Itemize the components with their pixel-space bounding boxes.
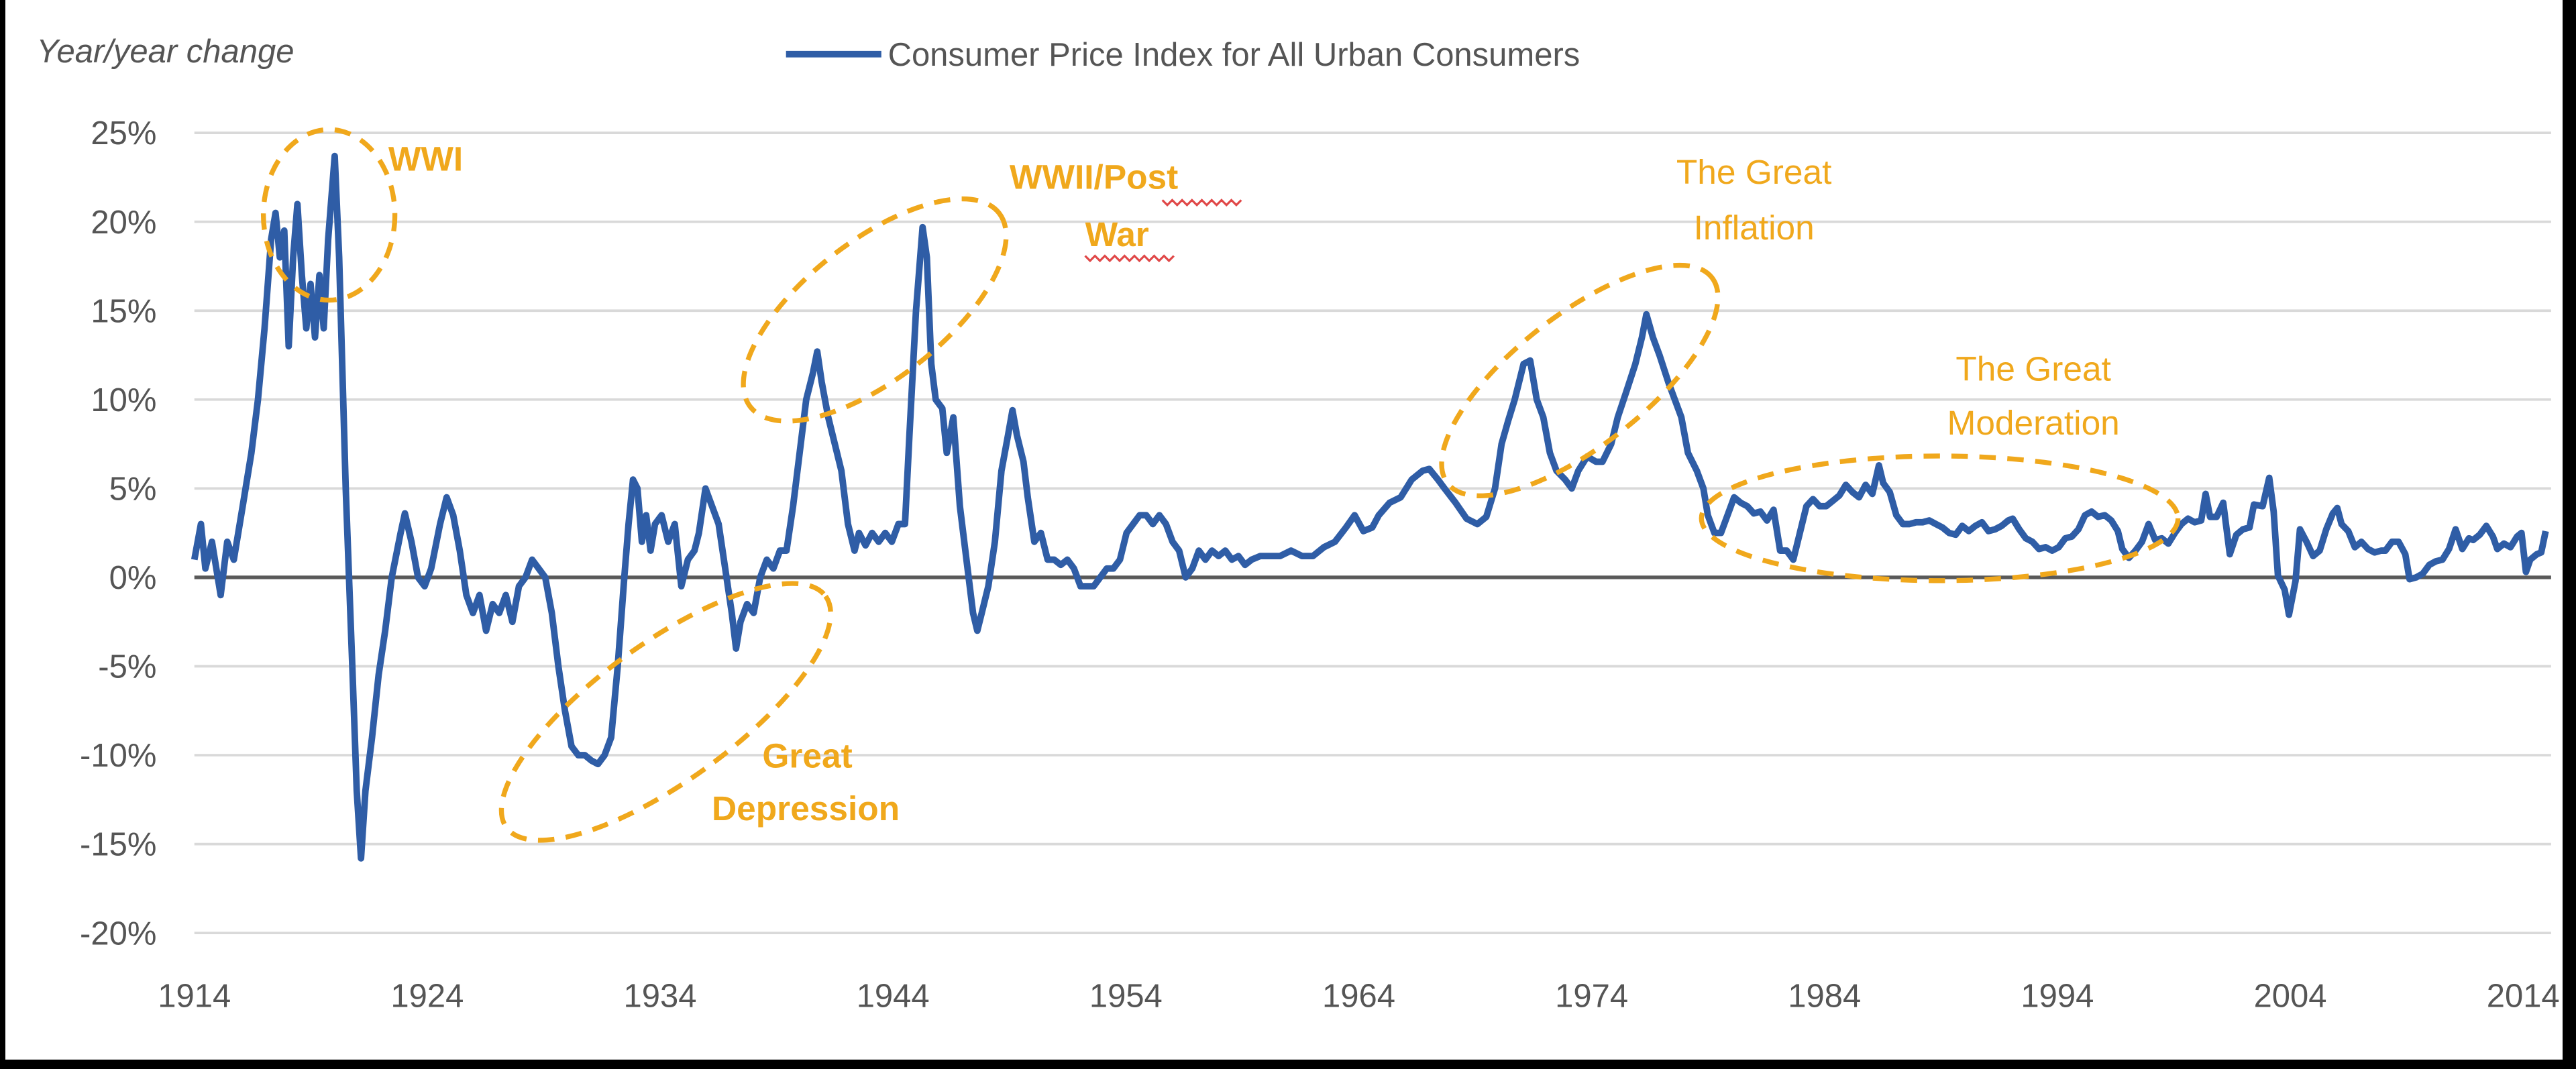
annotation-ellipse-wwi	[260, 127, 398, 303]
y-tick-label: -20%	[80, 915, 156, 952]
spellcheck-squiggle-war	[1084, 254, 1175, 263]
y-tick-label: 25%	[91, 115, 156, 152]
annotation-great-inflation-line1: The Great	[1676, 152, 1832, 191]
annotation-ellipse-great-depression	[498, 581, 833, 843]
legend: Consumer Price Index for All Urban Consu…	[786, 37, 1580, 73]
x-tick-label: 1964	[1322, 978, 1395, 1015]
annotation-great-depression-line1: Great	[762, 736, 852, 775]
y-tick-label: -10%	[80, 738, 156, 774]
x-tick-label: 1974	[1555, 978, 1628, 1015]
x-tick-label: 1924	[390, 978, 464, 1015]
y-tick-label: -15%	[80, 827, 156, 863]
y-tick-label: 15%	[91, 293, 156, 329]
legend-label: Consumer Price Index for All Urban Consu…	[888, 37, 1580, 73]
annotation-wwii-line1: WWII/Post	[1010, 157, 1178, 196]
cpi-line-chart: 25% 20% 15% 10% 5% 0% -5% -10% -15% -20% 1914 1924…	[37, 34, 2560, 1015]
x-tick-label: 1994	[2021, 978, 2094, 1015]
y-tick-label: 10%	[91, 382, 156, 418]
annotation-wwi: WWI	[388, 139, 463, 178]
series-line-cpi	[191, 152, 2549, 862]
gridlines	[194, 131, 2551, 935]
annotation-ellipse-great-moderation	[1699, 453, 2181, 583]
chart-container: 25% 20% 15% 10% 5% 0% -5% -10% -15% -20% 1914 1924…	[5, 0, 2563, 1060]
x-tick-label: 1934	[624, 978, 697, 1015]
y-tick-label: 20%	[91, 205, 156, 241]
annotation-great-moderation-line1: The Great	[1955, 349, 2111, 388]
x-tick-label: 1914	[158, 978, 231, 1015]
x-tick-label: 1984	[1788, 978, 1861, 1015]
y-tick-label: 5%	[109, 471, 157, 508]
annotation-ellipse-great-inflation	[1439, 262, 1721, 498]
annotation-ellipse-wwii	[741, 196, 1009, 424]
annotation-great-moderation-line2: Moderation	[1947, 403, 2119, 442]
x-tick-label: 2004	[2254, 978, 2327, 1015]
annotation-great-depression-line2: Depression	[712, 789, 900, 828]
annotations	[260, 127, 2181, 843]
x-tick-label: 1954	[1089, 978, 1163, 1015]
annotation-great-inflation-line2: Inflation	[1694, 208, 1815, 247]
annotation-wwii-line2: War	[1085, 215, 1149, 254]
x-tick-label: 2014	[2487, 978, 2560, 1015]
x-tick-labels: 1914 1924 1934 1944 1954 1964 1974 1984 1994 2004…	[158, 978, 2559, 1015]
x-tick-label: 1944	[857, 978, 930, 1015]
y-tick-label: -5%	[98, 649, 156, 685]
y-axis-label: Year/year change	[37, 34, 294, 70]
y-tick-labels: 25% 20% 15% 10% 5% 0% -5% -10% -15% -20%	[80, 115, 156, 952]
spellcheck-squiggle-post	[1161, 199, 1242, 207]
y-tick-label: 0%	[109, 560, 157, 596]
